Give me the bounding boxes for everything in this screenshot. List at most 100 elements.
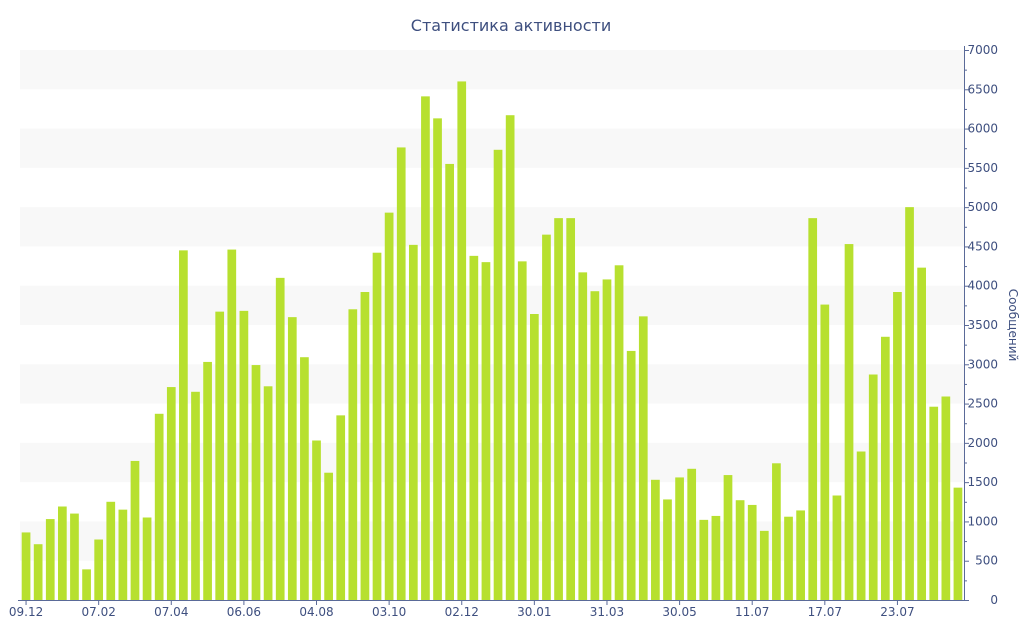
y-tick-label: 2500	[967, 397, 998, 411]
bar	[602, 279, 612, 600]
bar	[94, 539, 104, 600]
bar	[312, 440, 321, 600]
y-tick-label: 4000	[967, 279, 998, 293]
bar	[336, 415, 346, 600]
bar	[844, 244, 854, 600]
bar	[130, 460, 140, 600]
bar	[348, 309, 358, 600]
chart-title: Статистика активности	[411, 16, 611, 35]
bar	[784, 516, 793, 600]
bar	[868, 374, 878, 600]
y-tick-label: 7000	[967, 43, 998, 57]
bar	[929, 406, 939, 600]
bar	[880, 336, 890, 600]
bar	[796, 510, 805, 600]
y-axis-ticks: 0 500 1000 1500 2000 2500 3000 3500 4000 4500 5000…	[964, 43, 998, 607]
bar	[941, 396, 951, 600]
bar	[58, 506, 67, 600]
x-tick-label: 07.04	[154, 605, 188, 619]
y-tick-label: 3000	[967, 357, 998, 371]
x-tick-label: 30.05	[662, 605, 696, 619]
grid-band	[20, 442, 964, 483]
bar	[590, 291, 600, 600]
bar	[820, 304, 830, 600]
bar	[203, 361, 212, 600]
grid-bands	[20, 50, 964, 561]
y-tick-label: 1000	[967, 514, 998, 528]
bar	[118, 509, 128, 600]
x-tick-label: 23.07	[880, 605, 914, 619]
bar	[287, 317, 297, 600]
bar	[493, 149, 503, 601]
bar	[542, 234, 551, 600]
bar	[106, 501, 116, 600]
x-tick-label: 06.06	[227, 605, 261, 619]
grid-band	[20, 207, 964, 247]
bar	[445, 163, 454, 600]
y-tick-label: 4500	[967, 239, 998, 253]
bar	[808, 218, 818, 600]
y-tick-label: 5000	[967, 200, 998, 214]
bar	[530, 314, 539, 600]
grid-band	[20, 285, 964, 325]
bar	[396, 147, 406, 600]
bar	[517, 261, 527, 600]
bar	[675, 477, 684, 600]
bar	[699, 519, 709, 600]
bar	[179, 250, 188, 601]
bar	[142, 517, 152, 600]
bar	[275, 277, 285, 600]
bar	[154, 413, 164, 600]
bar	[384, 212, 394, 600]
bar	[469, 255, 479, 601]
bar	[433, 118, 442, 601]
bar	[626, 350, 636, 600]
bar	[300, 357, 309, 600]
bar	[711, 515, 721, 600]
bar	[166, 387, 176, 600]
bar	[735, 500, 745, 600]
bar	[227, 249, 237, 600]
bar	[457, 81, 467, 601]
bar	[893, 292, 902, 600]
y-tick-label: 2000	[967, 436, 998, 450]
bar	[239, 310, 249, 600]
y-tick-label: 3500	[967, 318, 998, 332]
bar	[421, 96, 430, 601]
bar-series	[21, 81, 963, 601]
y-tick-label: 0	[990, 593, 998, 607]
bar	[372, 252, 382, 600]
grid-band	[20, 50, 964, 90]
grid-band	[20, 364, 964, 404]
y-tick-label: 6500	[967, 82, 998, 96]
bar	[663, 499, 672, 600]
bar	[759, 530, 769, 600]
bar	[723, 475, 733, 600]
bar	[45, 519, 55, 600]
bar	[481, 262, 491, 600]
bar	[578, 272, 588, 600]
bar	[82, 569, 91, 600]
bar	[747, 504, 757, 600]
x-tick-label: 30.01	[517, 605, 551, 619]
grid-band	[20, 128, 964, 168]
bar	[832, 495, 842, 600]
bar	[324, 472, 333, 600]
bar	[638, 316, 648, 600]
bar	[856, 451, 866, 600]
bar	[566, 218, 576, 600]
bar	[772, 463, 781, 600]
bar	[360, 292, 370, 600]
bar	[21, 532, 31, 600]
x-tick-label: 03.10	[372, 605, 406, 619]
chart-axes	[18, 46, 965, 601]
bar	[215, 311, 225, 600]
x-tick-label: 09.12	[9, 605, 43, 619]
bar	[953, 487, 963, 600]
y-axis-label: Сообщений	[1006, 289, 1020, 362]
y-tick-label: 5500	[967, 161, 998, 175]
x-axis-ticks: 09.12 07.02 07.04 06.06 04.08 03.10 02.12 30.01…	[9, 600, 915, 619]
x-tick-label: 17.07	[808, 605, 842, 619]
bar	[554, 218, 563, 600]
